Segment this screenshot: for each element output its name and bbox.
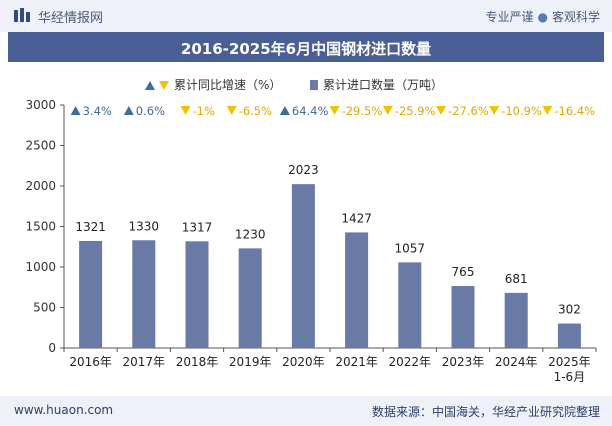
- bar-value-label: 1057: [395, 241, 426, 255]
- logo-icon: [14, 8, 30, 22]
- website-text: www.huaon.com: [14, 403, 114, 417]
- chart-axes: 0 500 1000 1500 2000 2500 3000 2016年 2017年 2018年 2…: [25, 98, 597, 384]
- bar: [557, 323, 581, 348]
- bar: [291, 184, 315, 348]
- bar-value-label: 302: [558, 303, 581, 317]
- growth-value-label: -29.5%: [342, 104, 383, 118]
- bar: [79, 240, 103, 348]
- growth-labels: 3.4% 0.6% -1% -6.5% 64.4% -29.5% -25.9% -27.6% -…: [70, 104, 595, 118]
- growth-down-arrow-icon: [489, 106, 500, 115]
- growth-down-arrow-icon: [329, 106, 340, 115]
- growth-down-arrow-icon: [226, 106, 237, 115]
- header-tags: 专业严谨 ● 客观科学: [485, 8, 600, 25]
- legend-growth-label: 累计同比增速（%）: [174, 78, 281, 92]
- x-tick-label: 2024年: [495, 355, 538, 369]
- bar-value-label: 1330: [129, 219, 160, 233]
- bar-value-label: 2023: [288, 163, 319, 177]
- bar-value-label: 1317: [182, 220, 213, 234]
- bar: [345, 232, 369, 348]
- x-tick-label: 2021年: [335, 355, 378, 369]
- legend-volume-label: 累计进口数量（万吨）: [323, 77, 443, 92]
- growth-down-arrow-icon: [542, 106, 553, 115]
- header-bar: 华经情报网 专业严谨 ● 客观科学: [0, 0, 612, 32]
- y-tick-label: 3000: [25, 98, 56, 112]
- y-tick-label: 2500: [25, 139, 56, 153]
- bar-chart: 累计同比增速（%） 累计进口数量（万吨） 0 500 1000 1500 2000 250…: [25, 77, 597, 384]
- growth-value-label: -6.5%: [239, 104, 272, 118]
- x-tick-label: 2016年: [69, 355, 112, 369]
- x-tick-label: 2019年: [229, 355, 272, 369]
- bar: [398, 262, 422, 348]
- bar-value-label: 1230: [235, 227, 266, 241]
- y-tick-label: 500: [33, 301, 56, 315]
- source-text: 数据来源：中国海关，华经产业研究院整理: [371, 405, 600, 419]
- dot-separator-icon: ●: [537, 10, 548, 24]
- title-bar: 2016-2025年6月中国钢材进口数量: [8, 32, 604, 62]
- bar: [451, 286, 475, 348]
- x-tick-label: 2025年: [548, 355, 591, 369]
- bar-value-label: 1321: [75, 220, 106, 234]
- legend-up-triangle-icon: [145, 81, 155, 90]
- growth-down-arrow-icon: [180, 106, 191, 115]
- growth-value-label: 64.4%: [292, 104, 329, 118]
- growth-value-label: 3.4%: [83, 104, 112, 118]
- growth-value-label: -16.4%: [554, 104, 595, 118]
- chart-title: 2016-2025年6月中国钢材进口数量: [180, 40, 432, 58]
- y-tick-label: 0: [48, 341, 56, 355]
- x-tick-label: 2020年: [282, 355, 325, 369]
- x-tick-label: 1-6月: [554, 370, 586, 384]
- bar-value-label: 1427: [341, 211, 372, 225]
- growth-value-label: -1%: [193, 104, 215, 118]
- growth-up-arrow-icon: [123, 106, 134, 115]
- bar: [238, 248, 262, 348]
- growth-down-arrow-icon: [382, 106, 393, 115]
- y-tick-label: 1000: [25, 260, 56, 274]
- bar: [132, 240, 156, 348]
- header-tag-1: 专业严谨: [485, 10, 534, 24]
- bar: [185, 241, 209, 348]
- chart-legend: 累计同比增速（%） 累计进口数量（万吨）: [145, 77, 443, 92]
- bar-value-label: 765: [452, 265, 475, 279]
- bar-value-label: 681: [505, 272, 528, 286]
- legend-volume-swatch: [310, 80, 318, 90]
- x-tick-label: 2017年: [123, 355, 166, 369]
- x-tick-label: 2023年: [442, 355, 485, 369]
- growth-up-arrow-icon: [70, 106, 81, 115]
- x-tick-label: 2018年: [176, 355, 219, 369]
- growth-value-label: -25.9%: [395, 104, 436, 118]
- x-tick-label: 2022年: [389, 355, 432, 369]
- growth-value-label: -10.9%: [501, 104, 542, 118]
- y-tick-label: 1500: [25, 220, 56, 234]
- bar: [504, 292, 528, 348]
- growth-down-arrow-icon: [436, 106, 446, 115]
- growth-value-label: -27.6%: [448, 104, 489, 118]
- bar-series: 1321 1330 1317 1230 2023 1427 1057 765 681 302: [75, 163, 581, 348]
- brand-name: 华经情报网: [38, 11, 104, 26]
- growth-up-arrow-icon: [279, 106, 290, 115]
- legend-down-triangle-icon: [159, 81, 169, 90]
- y-tick-label: 2000: [25, 179, 56, 193]
- header-tag-2: 客观科学: [551, 10, 600, 24]
- footer-bar: www.huaon.com 数据来源：中国海关，华经产业研究院整理: [0, 396, 612, 426]
- growth-value-label: 0.6%: [136, 104, 165, 118]
